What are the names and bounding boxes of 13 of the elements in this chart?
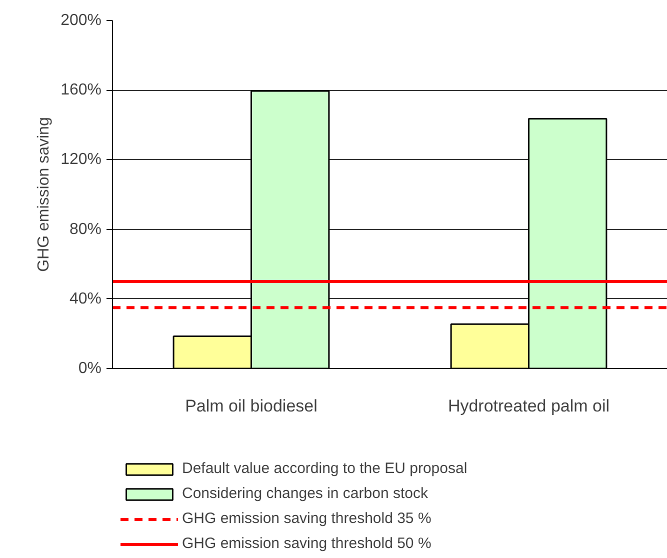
y-tick-label: 200%: [60, 12, 102, 29]
y-tick-label: 40%: [69, 290, 102, 308]
x-tick-label: Hydrotreated palm oil: [448, 396, 610, 416]
y-tick-label: 0%: [78, 360, 102, 377]
y-tick-label: 80%: [69, 220, 102, 238]
legend-label: Considering changes in carbon stock: [182, 485, 428, 502]
y-tick-label: 120%: [60, 151, 102, 168]
legend-label: Default value according to the EU proposal: [182, 460, 468, 477]
legend-label: GHG emission saving threshold 50 %: [182, 535, 432, 552]
x-tick-label: Palm oil biodiesel: [185, 396, 318, 416]
y-tick-label: 160%: [60, 82, 102, 99]
legend-label: GHG emission saving threshold 35 %: [182, 510, 432, 527]
y-axis-title: GHG emission saving: [36, 117, 53, 272]
